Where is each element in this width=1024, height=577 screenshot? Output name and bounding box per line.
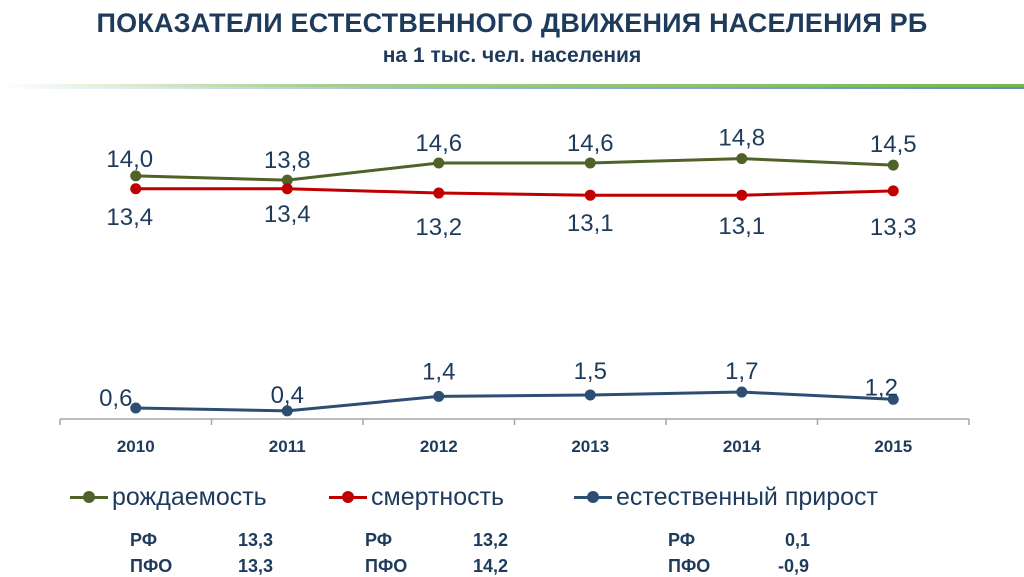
data-point-birth — [887, 159, 899, 171]
data-label-death: 13,2 — [415, 214, 462, 241]
x-tick-label: 2012 — [420, 437, 458, 456]
comparison-birth-value-pfo: 13,3 — [238, 556, 274, 576]
header-divider-blue — [0, 87, 1024, 89]
comparison-death-region-pfo: ПФО — [365, 556, 408, 576]
comparison-growth-region-rf: РФ — [668, 530, 696, 550]
data-point-growth — [584, 389, 596, 401]
data-label-growth: 1,4 — [422, 358, 455, 385]
data-point-birth — [433, 157, 445, 169]
header-divider-green — [0, 84, 1024, 87]
data-label-birth: 13,8 — [264, 147, 311, 174]
page-subtitle: на 1 тыс. чел. населения — [382, 44, 642, 67]
data-point-birth — [736, 153, 748, 165]
data-label-growth: 1,7 — [725, 358, 758, 385]
comparison-birth-value-rf: 13,3 — [238, 530, 274, 550]
data-label-growth: 0,6 — [99, 385, 132, 412]
data-point-birth — [281, 174, 293, 186]
legend-item-death: смертность — [329, 482, 504, 512]
x-tick-label: 2015 — [874, 437, 912, 456]
data-label-death: 13,4 — [264, 201, 311, 228]
data-label-birth: 14,6 — [567, 130, 614, 157]
data-label-growth: 1,5 — [574, 358, 607, 385]
data-point-growth — [130, 402, 142, 414]
data-point-death — [281, 183, 293, 195]
comparison-death-value-pfo: 14,2 — [473, 556, 509, 576]
comparison-growth-value-rf: 0,1 — [785, 530, 811, 550]
data-label-death: 13,1 — [567, 210, 614, 237]
line-chart: 2010 2011 2012 2013 2014 2015 14,0 13,8 14,6 14,6… — [59, 125, 970, 456]
data-label-birth: 14,5 — [870, 131, 917, 158]
data-point-growth — [887, 393, 899, 405]
x-tick-label: 2010 — [117, 437, 155, 456]
comparison-birth-region-pfo: ПФО — [130, 556, 173, 576]
comparison-birth: РФ 13,3 ПФО 13,3 — [130, 530, 330, 576]
legend-item-birth: рождаемость — [70, 482, 267, 512]
data-point-death — [887, 185, 899, 197]
legend-item-growth: естественный прирост — [574, 482, 878, 512]
comparison-growth-value-pfo: -0,9 — [778, 556, 810, 576]
data-label-birth: 14,8 — [718, 125, 765, 152]
data-point-birth — [130, 170, 142, 182]
comparison-death-region-rf: РФ — [365, 530, 393, 550]
data-label-death: 13,1 — [718, 213, 765, 240]
legend-label-birth: рождаемость — [112, 482, 267, 511]
data-point-growth — [433, 390, 445, 402]
data-label-death: 13,3 — [870, 214, 917, 241]
data-label-death: 13,4 — [106, 204, 153, 231]
legend-label-death: смертность — [371, 482, 505, 511]
legend-marker-birth — [70, 482, 108, 512]
data-label-growth: 1,2 — [865, 374, 898, 401]
data-label-growth: 0,4 — [271, 382, 304, 409]
data-point-death — [584, 189, 596, 201]
data-label-birth: 14,6 — [415, 130, 462, 157]
series-line-growth — [135, 390, 894, 413]
x-tick-label: 2013 — [571, 437, 609, 456]
legend-marker-death — [329, 482, 367, 512]
data-label-birth: 14,0 — [106, 146, 153, 173]
chart-legend: рождаемость смертность естественный прир… — [0, 482, 1024, 518]
comparison-death: РФ 13,2 ПФО 14,2 — [365, 530, 565, 576]
legend-marker-growth — [574, 482, 612, 512]
comparison-growth-region-pfo: ПФО — [668, 556, 711, 576]
comparison-death-value-rf: 13,2 — [473, 530, 509, 550]
series-line-death — [135, 187, 894, 197]
data-point-growth — [281, 405, 293, 417]
page-title: ПОКАЗАТЕЛИ ЕСТЕСТВЕННОГО ДВИЖЕНИЯ НАСЕЛЕ… — [96, 8, 928, 38]
comparison-birth-region-rf: РФ — [130, 530, 158, 550]
data-point-growth — [736, 386, 748, 398]
data-point-birth — [584, 157, 596, 169]
data-point-death — [130, 183, 142, 195]
series-line-birth — [135, 157, 894, 182]
comparison-growth: РФ 0,1 ПФО -0,9 — [668, 530, 868, 576]
legend-label-growth: естественный прирост — [616, 482, 878, 511]
data-point-death — [433, 187, 445, 199]
x-tick-label: 2011 — [269, 437, 306, 456]
x-tick-label: 2014 — [723, 437, 761, 456]
data-point-death — [736, 189, 748, 201]
